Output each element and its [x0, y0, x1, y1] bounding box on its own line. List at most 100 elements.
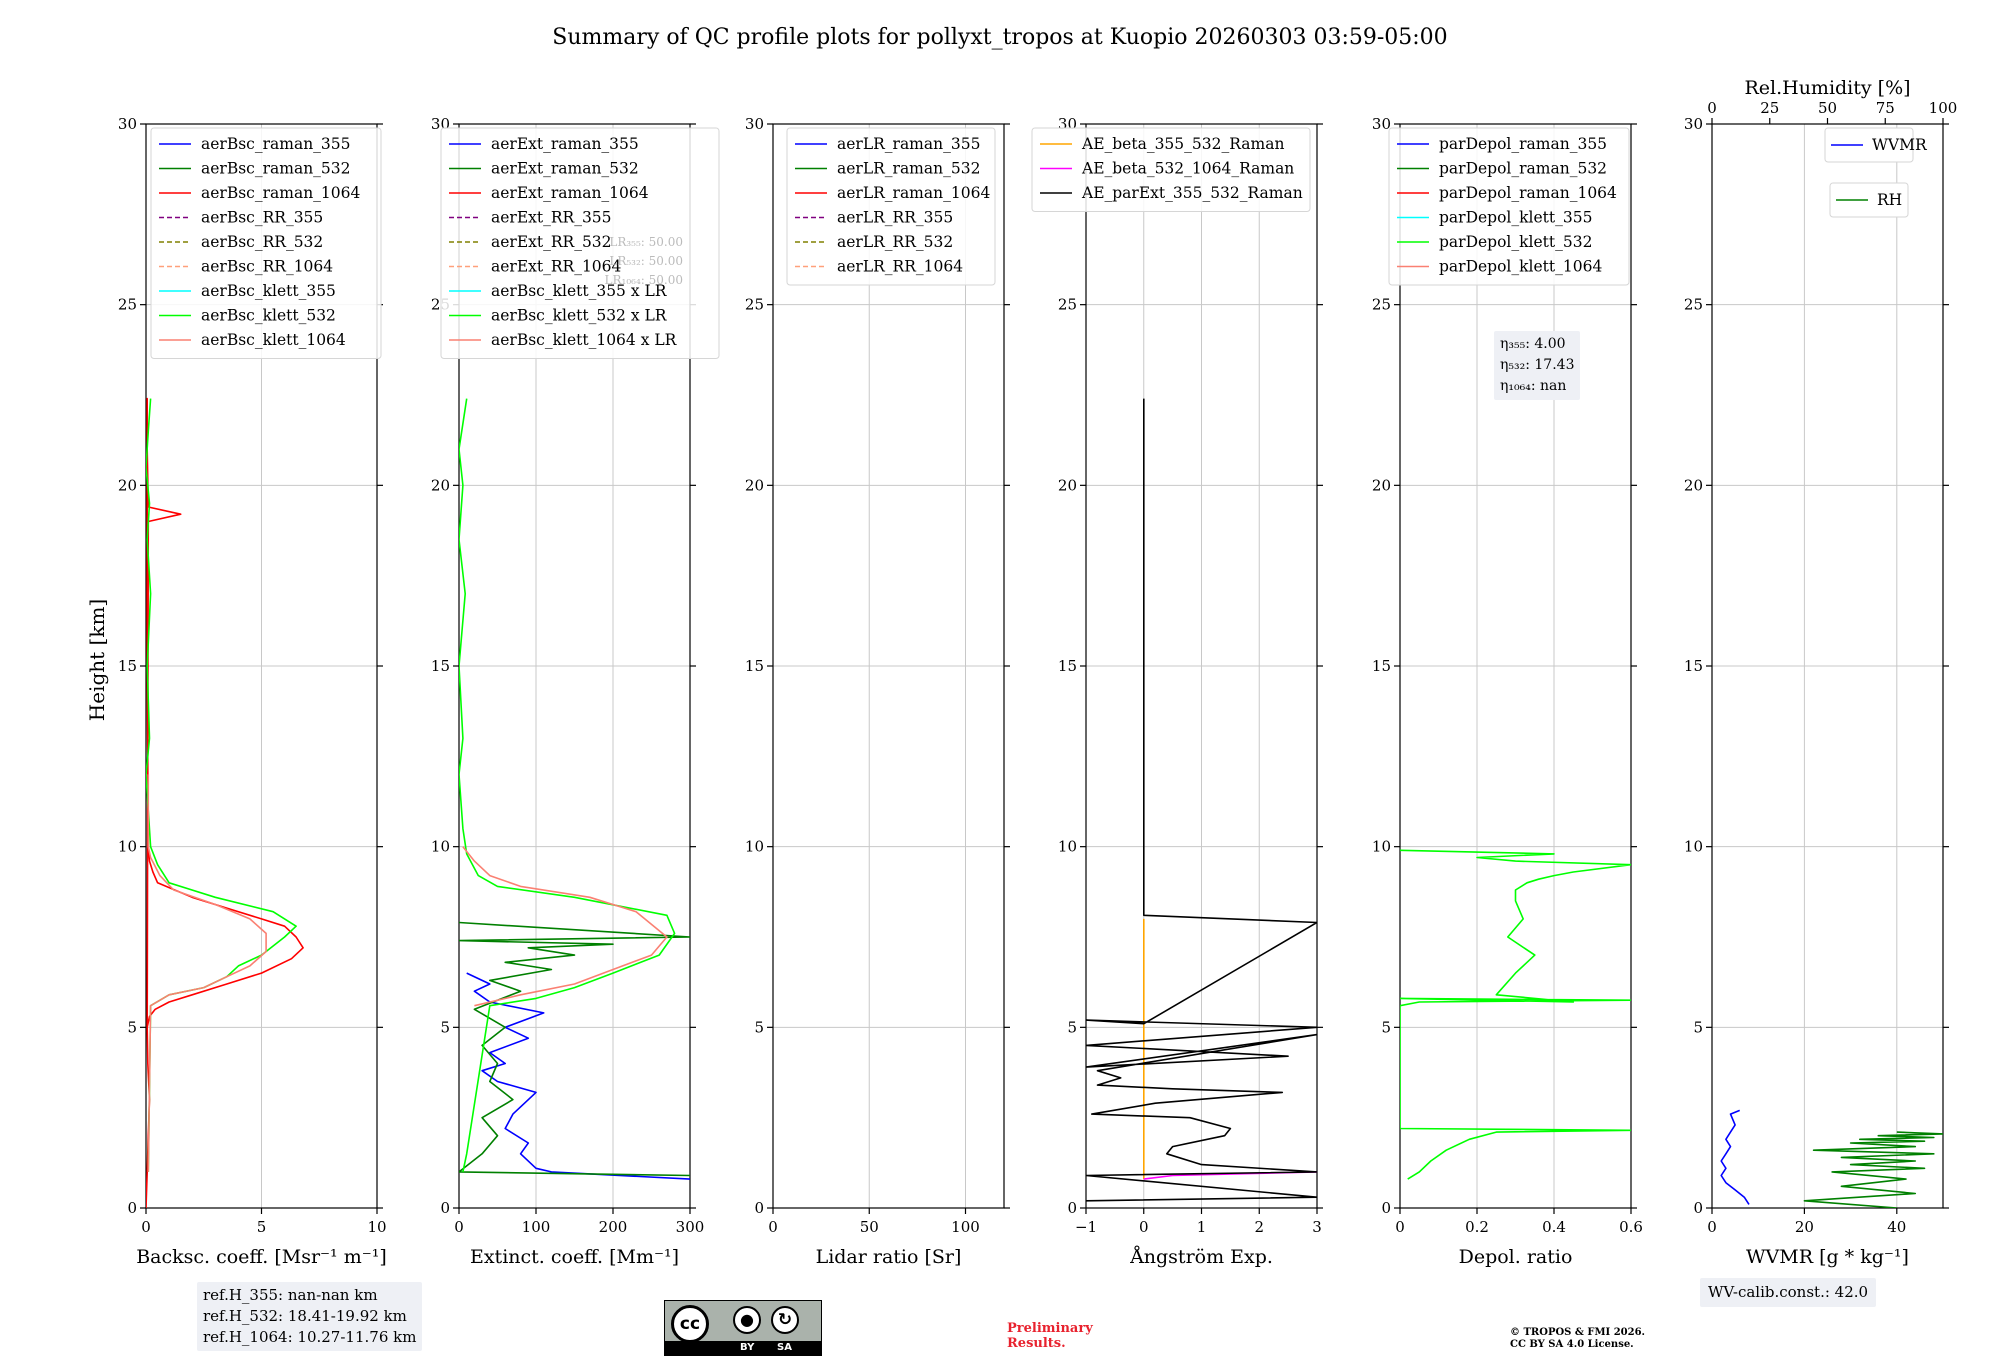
attribution-icon: ● [733, 1306, 761, 1334]
top-x-axis-label: Rel.Humidity [%] [1744, 77, 1910, 99]
y-tick-label: 30 [118, 115, 137, 133]
x-axis-label: Ångström Exp. [1129, 1246, 1273, 1268]
copyright-line-1: © TROPOS & FMI 2026. [1510, 1327, 1646, 1338]
x-tick-label: 0 [1395, 1218, 1405, 1236]
copyright-line-2: CC BY SA 4.0 License. [1510, 1339, 1634, 1350]
legend-label: aerBsc_raman_355 [201, 135, 351, 153]
legend-label: aerBsc_klett_1064 [201, 331, 346, 349]
legend-label: parDepol_klett_1064 [1439, 258, 1602, 276]
y-tick-label: 15 [1372, 657, 1391, 675]
legend: aerExt_raman_355 aerExt_raman_532 aerExt_r… [440, 127, 720, 359]
grid [772, 123, 1004, 1209]
legend-label: aerBsc_klett_355 x LR [491, 282, 668, 300]
legend-label: aerBsc_raman_1064 [201, 184, 361, 202]
x-tick-label: 10 [367, 1218, 386, 1236]
y-tick-label: 15 [1058, 657, 1077, 675]
x-tick-label: 100 [951, 1218, 980, 1236]
top-x-tick-label: 100 [1929, 99, 1958, 117]
legend-label: aerExt_RR_1064 [491, 258, 622, 276]
y-tick-label: 25 [745, 296, 764, 314]
legend-box [1824, 127, 1914, 163]
legend-box [150, 127, 382, 359]
legend-label: AE_beta_532_1064_Raman [1081, 160, 1294, 178]
eta-box: η₃₅₅: 4.00 η₅₃₂: 17.43 η₁₀₆₄: nan [1494, 331, 1581, 400]
legend-label: aerLR_RR_1064 [837, 258, 963, 276]
y-tick-label: 10 [1058, 838, 1077, 856]
x-tick-label: 40 [1887, 1218, 1906, 1236]
y-tick-label: 20 [118, 476, 137, 494]
x-tick-label: 2 [1254, 1218, 1264, 1236]
x-tick-label: 20 [1795, 1218, 1814, 1236]
cc-logo-text: cc [679, 1314, 701, 1334]
x-tick-label: 5 [257, 1218, 267, 1236]
panel-bsc: 0 5 10 15 20 25 30 0 5 10 Backsc. coeff. [Msr⁻¹ m⁻… [118, 115, 387, 1268]
preliminary-line-1: Preliminary [1007, 1321, 1093, 1336]
legend-box [1031, 127, 1311, 212]
legend-label: aerLR_RR_355 [837, 209, 953, 227]
series-group [1400, 849, 1631, 1180]
ref-height-1064: ref.H_1064: 10.27-11.76 km [203, 1328, 417, 1346]
y-tick-label: 15 [118, 657, 137, 675]
legend: aerBsc_raman_355 aerBsc_raman_532 aerBsc_r… [150, 127, 382, 359]
legend-label: parDepol_raman_355 [1439, 135, 1607, 153]
x-tick-label: 0 [768, 1218, 778, 1236]
y-tick-label: 10 [1372, 838, 1391, 856]
wv-calib-const: WV-calib.const.: 42.0 [1708, 1283, 1869, 1301]
y-tick-label: 5 [127, 1018, 137, 1036]
figure-title: Summary of QC profile plots for pollyxt_… [552, 25, 1447, 50]
legend-label: aerBsc_klett_532 x LR [491, 307, 668, 325]
legend-label: aerBsc_RR_532 [201, 233, 323, 251]
x-tick-label: 0.6 [1619, 1218, 1643, 1236]
x-tick-label: 300 [676, 1218, 705, 1236]
series-line-WVMR [1720, 1109, 1750, 1205]
y-tick-label: 5 [1067, 1018, 1077, 1036]
top-x-tick-label: 0 [1707, 99, 1717, 117]
y-tick-label: 25 [1372, 296, 1391, 314]
legend-label: aerExt_RR_532 [491, 233, 612, 251]
series-line-aerBsc_raman_1064 [146, 397, 304, 1208]
x-axis-label: Backsc. coeff. [Msr⁻¹ m⁻¹] [136, 1246, 387, 1268]
series-line-aerBsc_klett_532 x LR [459, 398, 676, 1173]
y-tick-label: 10 [1684, 838, 1703, 856]
grid [1399, 123, 1632, 1209]
legend-label: aerBsc_raman_532 [201, 160, 351, 178]
x-tick-label: 0 [454, 1218, 464, 1236]
series-line-aerExt_raman_532 [459, 921, 690, 1177]
legend-label: WVMR [1872, 136, 1928, 154]
ref-height-355: ref.H_355: nan-nan km [203, 1286, 378, 1304]
legend-box [440, 127, 720, 359]
legend: AE_beta_355_532_Raman AE_beta_532_1064_Ra… [1031, 127, 1311, 212]
panel-lr: 0 5 10 15 20 25 30 0 50 100 Lidar ratio [Sr] aerLR_… [745, 115, 1010, 1268]
legend-label: aerLR_raman_1064 [837, 184, 990, 202]
y-tick-label: 25 [118, 296, 137, 314]
cc-logo-icon: cc [671, 1305, 709, 1343]
y-tick-label: 25 [1058, 296, 1077, 314]
y-tick-label: 0 [127, 1199, 137, 1217]
x-tick-label: 3 [1312, 1218, 1322, 1236]
legend-label: parDepol_klett_532 [1439, 233, 1592, 251]
series-line-AE_parExt_355_532_Raman [1086, 398, 1317, 1202]
y-tick-label: 5 [754, 1018, 764, 1036]
legend: WVMR RH [1824, 127, 1928, 218]
y-tick-label: 20 [1058, 476, 1077, 494]
legend-label: RH [1877, 191, 1902, 209]
legend-label: parDepol_raman_532 [1439, 160, 1607, 178]
x-tick-label: −1 [1075, 1218, 1097, 1236]
y-tick-label: 15 [431, 657, 450, 675]
legend-label: aerLR_raman_355 [837, 135, 980, 153]
eta-532: η₅₃₂: 17.43 [1500, 357, 1575, 373]
x-tick-label: 0.4 [1542, 1218, 1566, 1236]
y-axis-label: Height [km] [85, 599, 109, 721]
legend-label: aerLR_RR_532 [837, 233, 953, 251]
y-tick-label: 0 [754, 1199, 764, 1217]
x-tick-label: 0 [1139, 1218, 1149, 1236]
eta-1064: η₁₀₆₄: nan [1500, 378, 1567, 394]
legend-label: aerBsc_klett_355 [201, 282, 336, 300]
share-alike-icon: ↻ [771, 1306, 799, 1334]
grid [1711, 123, 1943, 1209]
x-tick-label: 1 [1197, 1218, 1207, 1236]
legend-box [1829, 182, 1909, 218]
y-tick-label: 30 [745, 115, 764, 133]
y-tick-label: 0 [1693, 1199, 1703, 1217]
